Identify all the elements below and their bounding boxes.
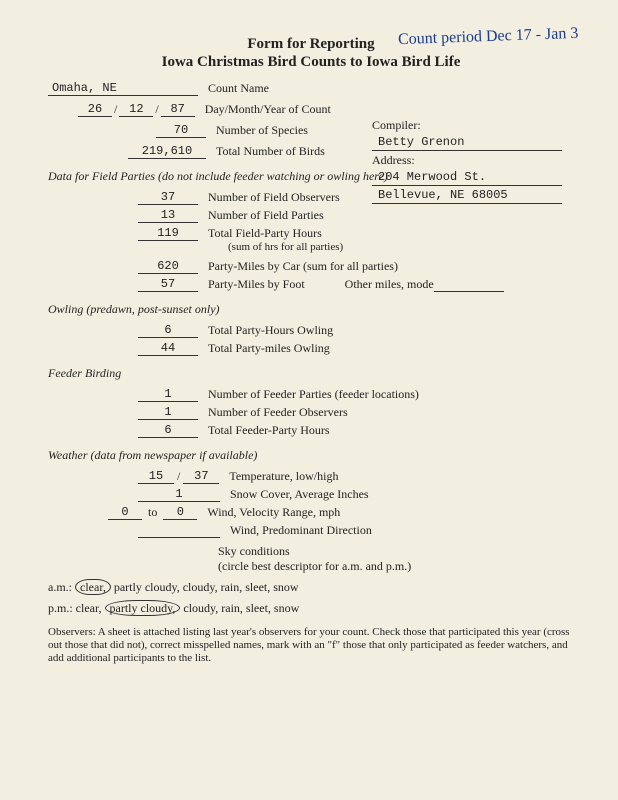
compiler-block: Compiler: Betty Grenon Address: 204 Merw… [372,116,562,204]
count-name-label: Count Name [198,81,269,96]
pm-prefix: p.m.: clear, [48,601,105,615]
feeder-hours-label: Total Feeder-Party Hours [198,423,330,438]
compiler-name: Betty Grenon [372,135,562,151]
field-hours-sublabel: (sum of hrs for all parties) [48,241,574,253]
owling-miles-value: 44 [138,341,198,356]
total-birds-label: Total Number of Birds [206,144,325,159]
date-day: 26 [78,102,112,117]
am-rest: partly cloudy, cloudy, rain, sleet, snow [114,580,299,594]
wind-dir-label: Wind, Predominant Direction [220,523,372,538]
sky-conditions: Sky conditions (circle best descriptor f… [218,544,574,574]
wind-to: to [142,505,163,520]
snow-label: Snow Cover, Average Inches [220,487,369,502]
address-label: Address: [372,153,562,168]
field-hours-label: Total Field-Party Hours [198,226,322,241]
car-miles-label: Party-Miles by Car (sum for all parties) [198,259,398,274]
temp-high: 37 [183,469,219,484]
count-name-value: Omaha, NE [48,81,198,96]
wind-high: 0 [163,505,197,520]
car-miles-value: 620 [138,259,198,274]
owling-hours-label: Total Party-Hours Owling [198,323,333,338]
total-birds-value: 219,610 [128,144,206,159]
wind-low: 0 [108,505,142,520]
foot-miles-label: Party-Miles by Foot [198,277,305,292]
pm-rest: cloudy, rain, sleet, snow [183,601,299,615]
field-parties-value: 13 [138,208,198,223]
wind-label: Wind, Velocity Range, mph [197,505,340,520]
compiler-label: Compiler: [372,118,562,133]
feeder-observers-label: Number of Feeder Observers [198,405,348,420]
date-month: 12 [119,102,153,117]
field-hours-value: 119 [138,226,198,241]
date-label: Day/Month/Year of Count [195,102,331,117]
address-line-2: Bellevue, NE 68005 [372,188,562,204]
wind-dir-value [138,523,220,538]
feeder-hours-value: 6 [138,423,198,438]
observers-note: Observers: A sheet is attached listing l… [48,626,574,665]
field-parties-label: Number of Field Parties [198,208,324,223]
address-line-1: 204 Merwood St. [372,170,562,186]
species-value: 70 [156,123,206,138]
feeder-parties-label: Number of Feeder Parties (feeder locatio… [198,387,419,402]
feeder-heading: Feeder Birding [48,366,574,381]
owling-miles-label: Total Party-miles Owling [198,341,330,356]
am-clear-circled: clear, [75,579,111,595]
pm-partly-cloudy-circled: partly cloudy, [105,600,181,616]
temp-label: Temperature, low/high [219,469,338,484]
other-miles-label: Other miles, mode [345,277,434,292]
species-label: Number of Species [206,123,308,138]
temp-low: 15 [138,469,174,484]
date-year: 87 [161,102,195,117]
sky-sublabel: (circle best descriptor for a.m. and p.m… [218,559,574,574]
am-prefix: a.m.: [48,580,72,594]
other-miles-value [434,277,504,292]
pm-conditions: p.m.: clear, partly cloudy, cloudy, rain… [48,601,574,616]
feeder-parties-value: 1 [138,387,198,402]
weather-heading: Weather (data from newspaper if availabl… [48,448,574,463]
title-line-2: Iowa Christmas Bird Counts to Iowa Bird … [48,54,574,71]
field-observers-label: Number of Field Observers [198,190,340,205]
feeder-observers-value: 1 [138,405,198,420]
sky-label: Sky conditions [218,544,574,559]
field-observers-value: 37 [138,190,198,205]
am-conditions: a.m.: clear, partly cloudy, cloudy, rain… [48,580,574,595]
foot-miles-value: 57 [138,277,198,292]
snow-value: 1 [138,487,220,502]
owling-hours-value: 6 [138,323,198,338]
owling-heading: Owling (predawn, post-sunset only) [48,302,574,317]
